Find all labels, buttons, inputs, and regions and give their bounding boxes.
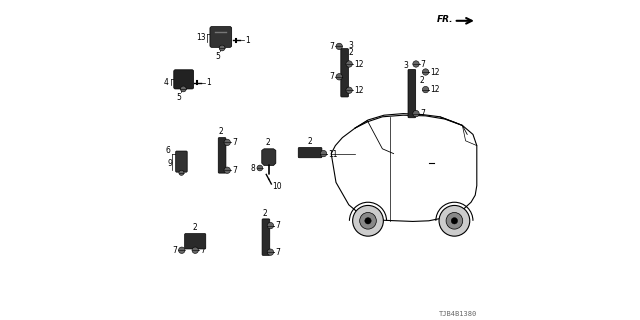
FancyBboxPatch shape — [298, 148, 322, 158]
Circle shape — [346, 87, 352, 93]
Circle shape — [336, 43, 342, 50]
Text: 7: 7 — [275, 221, 280, 230]
FancyBboxPatch shape — [262, 219, 270, 255]
Text: 9: 9 — [168, 159, 173, 168]
Circle shape — [268, 222, 274, 229]
FancyBboxPatch shape — [174, 70, 193, 89]
FancyBboxPatch shape — [175, 151, 187, 172]
Text: 12: 12 — [430, 85, 440, 94]
Circle shape — [422, 69, 429, 75]
Text: 7: 7 — [200, 246, 205, 255]
Text: 7: 7 — [330, 72, 334, 81]
Circle shape — [192, 247, 198, 253]
Circle shape — [179, 170, 184, 175]
Circle shape — [336, 74, 342, 80]
Text: 3: 3 — [403, 61, 408, 70]
Text: TJB4B1380: TJB4B1380 — [438, 311, 477, 317]
Text: 7: 7 — [421, 60, 426, 68]
Text: 7: 7 — [275, 248, 280, 257]
Text: 2: 2 — [219, 127, 223, 136]
Circle shape — [413, 61, 419, 67]
Text: 12: 12 — [430, 68, 440, 76]
Circle shape — [360, 212, 376, 229]
Circle shape — [257, 165, 263, 171]
Text: 13: 13 — [196, 33, 205, 42]
Text: 7: 7 — [172, 246, 177, 255]
Text: 2: 2 — [307, 137, 312, 146]
Text: 6: 6 — [165, 146, 170, 155]
Text: 2: 2 — [192, 223, 197, 232]
Circle shape — [224, 139, 230, 146]
Text: 2: 2 — [266, 138, 271, 147]
Text: 7: 7 — [232, 166, 237, 175]
Text: 10: 10 — [272, 182, 282, 191]
Text: 4: 4 — [164, 78, 169, 87]
Circle shape — [446, 212, 463, 229]
Circle shape — [346, 61, 352, 67]
Circle shape — [219, 45, 225, 51]
Text: 11: 11 — [328, 150, 338, 159]
Circle shape — [180, 86, 186, 92]
Circle shape — [422, 86, 429, 93]
Text: 1: 1 — [206, 78, 211, 87]
Text: 3: 3 — [349, 41, 354, 50]
Text: 7: 7 — [330, 42, 334, 51]
Text: 2: 2 — [419, 76, 424, 84]
Circle shape — [451, 218, 458, 224]
Circle shape — [224, 167, 230, 173]
Text: 1: 1 — [245, 36, 250, 45]
FancyBboxPatch shape — [184, 234, 206, 249]
Text: 12: 12 — [354, 86, 364, 95]
Text: FR.: FR. — [436, 15, 453, 24]
Polygon shape — [332, 115, 477, 221]
Circle shape — [321, 150, 327, 157]
Circle shape — [365, 218, 371, 224]
Text: 7: 7 — [232, 138, 237, 147]
Text: 5: 5 — [177, 93, 181, 102]
Text: 8: 8 — [251, 164, 256, 172]
Circle shape — [268, 249, 274, 255]
Text: 5: 5 — [215, 52, 220, 61]
Circle shape — [413, 110, 419, 117]
Text: 12: 12 — [354, 60, 364, 68]
FancyBboxPatch shape — [340, 49, 349, 97]
FancyBboxPatch shape — [408, 69, 416, 118]
FancyBboxPatch shape — [218, 138, 226, 173]
Circle shape — [439, 205, 470, 236]
Polygon shape — [262, 149, 276, 165]
FancyBboxPatch shape — [210, 27, 232, 47]
Circle shape — [353, 205, 383, 236]
Text: 7: 7 — [421, 109, 426, 118]
Text: 2: 2 — [349, 48, 353, 57]
Circle shape — [179, 247, 185, 253]
Text: 2: 2 — [262, 209, 268, 218]
